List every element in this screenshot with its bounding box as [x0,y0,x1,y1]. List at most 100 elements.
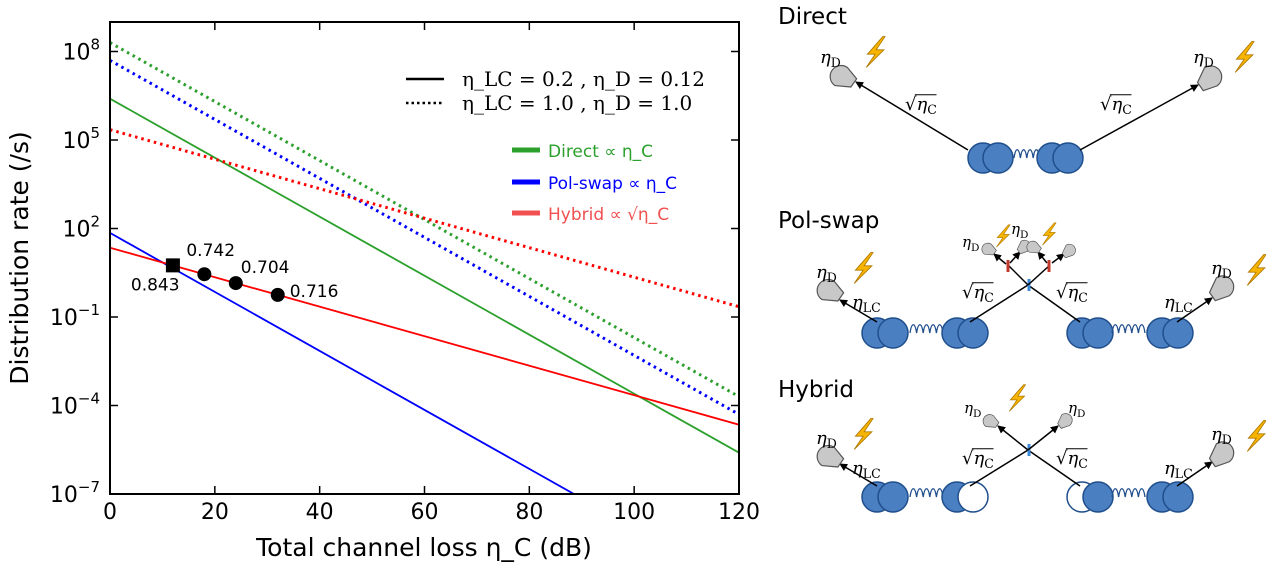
x-tick-label-2: 40 [306,500,334,525]
hybrid-bolt-left [853,418,874,450]
polswap-det-arrow-2 [1009,251,1021,264]
polswap-sqrt-left: √ηC [962,282,994,305]
y-tick-label-2: 10−1 [50,301,100,331]
polswap-left-ion-b [877,317,909,349]
polswap-arrow-lc-left [839,299,878,323]
polswap-sqrt-right: √ηC [1056,282,1088,305]
x-tick-label-3: 60 [411,500,439,525]
schematic-hybrid-title: Hybrid [778,377,854,403]
tick-layer: 0 20 40 60 80 100 120 10−7 10−4 10−1 102 105 108 [50,22,760,525]
hybrid-arrow-lc-left [839,463,878,487]
polswap-bsm-eta-d-mid: ηD [1011,220,1028,241]
polswap-bolt-left [853,252,874,284]
polswap-bolt-right [1246,254,1266,286]
x-tick-label-1: 20 [201,500,229,525]
x-tick-label-4: 80 [515,500,543,525]
y-tick-label-4: 105 [62,124,100,154]
marker-label-1: 0.742 [186,241,235,261]
hybrid-bsm-eta-d-right: ηD [1068,399,1085,420]
marker-label-3: 0.716 [290,282,339,302]
polswap-right-ion-d [1162,317,1194,349]
legend-color: Direct ∝ η_C Pol-swap ∝ η_C Hybrid ∝ √η_… [512,142,677,225]
hybrid-left-ion-d [957,481,989,513]
series-line-5 [110,128,739,309]
direct-sqrt-left: √ηC [905,94,937,117]
direct-detector-left [829,64,858,88]
hybrid-bsm-eta-d-left: ηD [964,399,981,420]
schematic-drawings: ηD ηD √ηC √ηC ηD ηD ηLC ηLC ηD ηD √ηC √ηC ηD ηD ηLC ηLC… [816,36,1266,513]
polswap-bsm-detector-4 [1061,243,1076,259]
hybrid-channel-right [1027,449,1081,487]
polswap-bsm-eta-d-left: ηD [962,233,979,254]
hybrid-left-spring [909,488,944,498]
hybrid-det-arrow-left [997,425,1029,451]
polswap-bsm-left [1007,264,1029,286]
polswap-bsm-bolt-right [1042,222,1057,246]
polswap-bsm-right [1027,264,1051,286]
series-line-1 [110,232,576,494]
direct-ion-2 [982,142,1014,174]
polswap-right-spring [1111,324,1146,334]
schematic-direct-title: Direct [778,4,847,30]
marker-circle-1 [197,267,212,282]
series-line-2 [110,246,739,426]
schematics: Direct Pol-swap Hybrid ηD ηD √ηC √ηC ηD ηD ηLC… [778,4,1266,513]
direct-bolt-right [1234,41,1255,73]
polswap-eta-d-right: ηD [1211,258,1232,281]
polswap-eta-lc-left: ηLC [852,292,881,315]
polswap-eta-lc-right: ηLC [1164,292,1193,315]
polswap-bsm-detector-1 [981,242,997,256]
direct-arrow-right [1079,84,1199,151]
polswap-bsm-bolt-left [996,224,1011,248]
hybrid-right-spring [1111,488,1146,498]
polswap-detector-right [1208,275,1235,302]
hybrid-arrow-lc-right [1176,461,1213,487]
polswap-det-arrow-4 [1051,253,1065,264]
legend-solid-label: η_LC = 0.2 , η_D = 0.12 [462,67,705,91]
y-tick-label-3: 102 [62,213,100,243]
hybrid-eta-lc-left: ηLC [852,458,881,481]
y-tick-label-1: 10−4 [50,390,100,420]
legend-dotted-label: η_LC = 1.0 , η_D = 1.0 [462,91,692,115]
polswap-det-arrow-3 [1037,251,1048,264]
hybrid-left-ion-b [877,481,909,513]
x-axis-label: Total channel loss η_C (dB) [255,533,592,562]
polswap-right-ion-b [1082,317,1114,349]
hybrid-bsm-detector-right [1057,413,1073,429]
x-tick-label-0: 0 [103,500,117,525]
hybrid-sqrt-right: √ηC [1056,448,1088,471]
direct-sqrt-right: √ηC [1100,94,1132,117]
legend-line-style: η_LC = 0.2 , η_D = 0.12 η_LC = 1.0 , η_D… [406,67,705,115]
direct-eta-d-right: ηD [1193,47,1214,70]
hybrid-eta-lc-right: ηLC [1164,458,1193,481]
polswap-beamsplitter-right [1047,260,1051,272]
polswap-arrow-lc-right [1176,297,1213,323]
hybrid-right-ion-d [1162,481,1194,513]
direct-arrow-left [855,81,969,151]
polswap-det-arrow-1 [993,253,1007,265]
schematic-polswap-title: Pol-swap [778,208,879,234]
polswap-eta-d-left: ηD [816,262,837,285]
hybrid-detector-right [1208,441,1235,468]
hybrid-bsm-bolt [1009,384,1027,412]
y-axis-label: Distribution rate (/s) [5,131,34,384]
series-line-0 [110,97,739,454]
hybrid-eta-d-left: ηD [816,428,837,451]
hybrid-det-arrow-right [1027,425,1059,451]
hybrid-sqrt-left: √ηC [962,448,994,471]
legend-direct-label: Direct ∝ η_C [548,142,653,162]
x-tick-label-5: 100 [613,500,655,525]
hybrid-channel-left [969,449,1029,487]
marker-label-2: 0.704 [241,258,290,278]
marker-square-0 [165,258,180,273]
polswap-detector-left [816,278,845,302]
marker-circle-3 [270,287,285,302]
polswap-bsm-detector-3 [1026,240,1042,254]
y-tick-label-5: 108 [62,36,100,66]
series-layer [110,41,739,494]
hybrid-detector-left [816,444,845,468]
marker-circle-2 [228,276,243,291]
legend-hybrid-label: Hybrid ∝ √η_C [548,205,669,225]
polswap-left-ion-d [957,317,989,349]
direct-detector-right [1196,65,1223,92]
